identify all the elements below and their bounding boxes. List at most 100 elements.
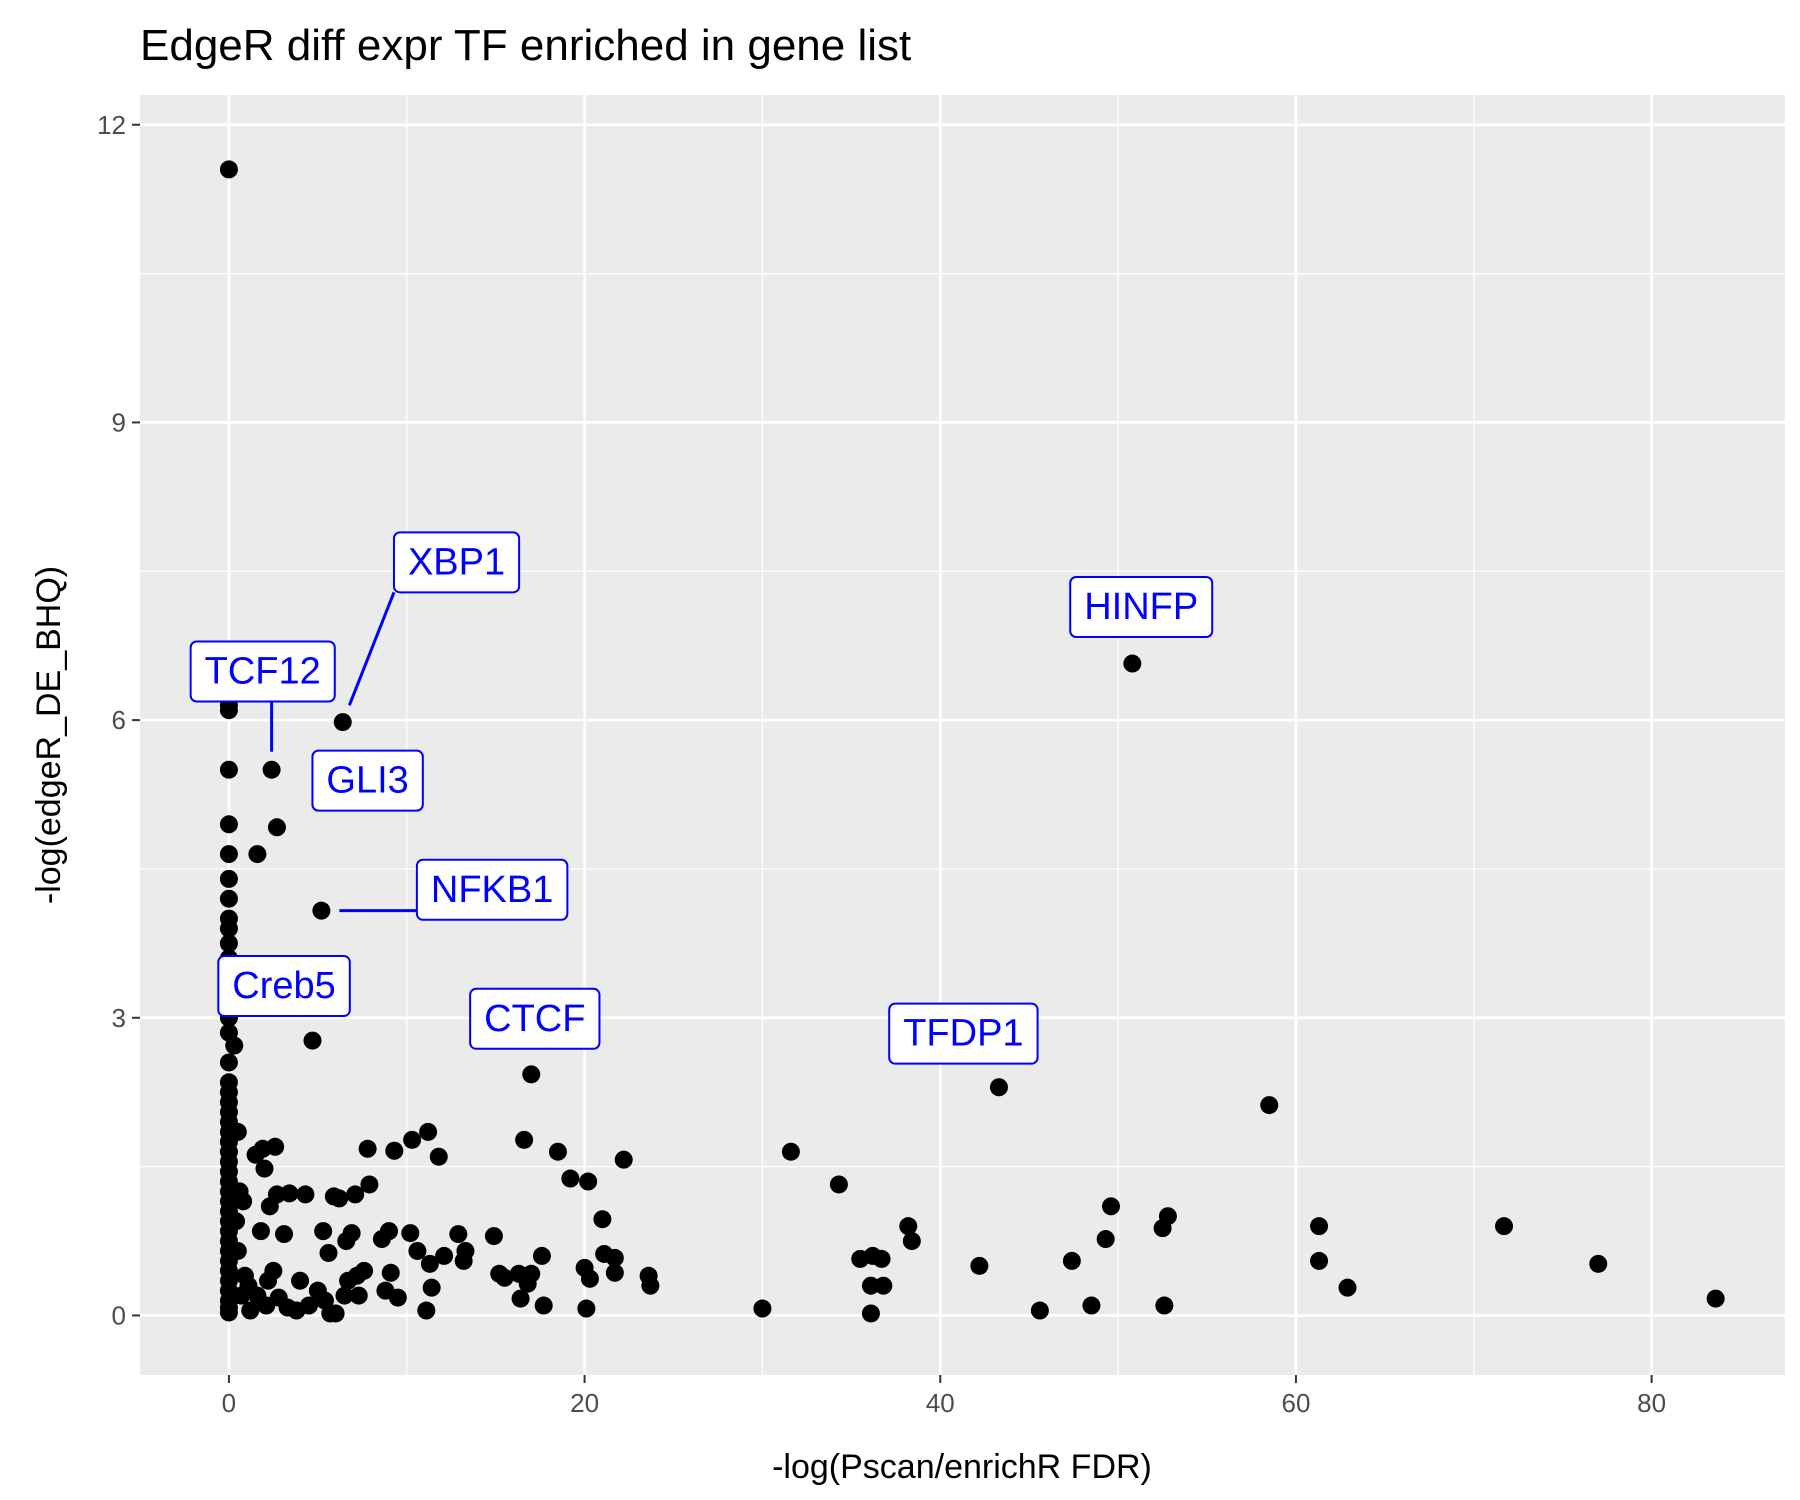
data-point <box>381 1263 400 1282</box>
data-point <box>532 1246 551 1265</box>
data-point <box>360 1175 379 1194</box>
gene-label-text: CTCF <box>484 998 585 1040</box>
x-axis: 0 20 40 60 80 <box>222 1375 1666 1418</box>
data-point <box>579 1172 598 1191</box>
data-point <box>874 1276 893 1295</box>
data-point <box>422 1278 441 1297</box>
data-point <box>248 845 267 864</box>
data-point <box>266 1137 285 1156</box>
data-point <box>449 1225 468 1244</box>
data-point <box>299 1296 318 1315</box>
data-point <box>251 1222 270 1241</box>
data-point <box>861 1276 880 1295</box>
y-axis-title: -log(edgeR_DE_BHQ) <box>30 566 68 904</box>
x-tick-label: 40 <box>926 1388 955 1418</box>
data-point <box>219 815 238 834</box>
data-point <box>534 1296 553 1315</box>
data-point <box>753 1299 772 1318</box>
data-point <box>518 1274 537 1293</box>
data-point <box>346 1185 365 1204</box>
data-point <box>227 1212 246 1231</box>
gene-label-text: Creb5 <box>232 965 336 1007</box>
data-point <box>219 845 238 864</box>
x-tick-label: 0 <box>222 1388 236 1418</box>
data-point <box>296 1185 315 1204</box>
data-point <box>454 1251 473 1270</box>
gene-label-text: TCF12 <box>205 651 321 693</box>
data-point <box>419 1122 438 1141</box>
data-point <box>219 1053 238 1072</box>
y-tick-label: 3 <box>112 1003 126 1033</box>
gene-label: GLI3 <box>311 749 424 812</box>
data-point <box>275 1225 294 1244</box>
data-point <box>241 1301 260 1320</box>
data-point <box>333 713 352 732</box>
data-point <box>1589 1254 1608 1273</box>
data-point <box>1101 1197 1120 1216</box>
data-point <box>605 1248 624 1267</box>
data-point <box>1338 1278 1357 1297</box>
gene-label-text: GLI3 <box>326 760 408 802</box>
data-point <box>255 1159 274 1178</box>
data-point <box>593 1210 612 1229</box>
gene-label-box <box>1069 576 1214 639</box>
data-point <box>408 1241 427 1260</box>
gene-label-text: TFDP1 <box>903 1013 1023 1055</box>
y-tick-label: 12 <box>97 110 126 140</box>
gene-label: XBP1 <box>392 531 521 594</box>
data-point <box>219 869 238 888</box>
data-points <box>219 160 1725 1323</box>
gene-label: NFKB1 <box>415 858 569 921</box>
data-point <box>401 1224 420 1243</box>
chart-title: EdgeR diff expr TF enriched in gene list <box>140 21 911 70</box>
data-point <box>1158 1207 1177 1226</box>
y-tick-label: 0 <box>112 1300 126 1330</box>
data-point <box>262 760 281 779</box>
data-point <box>1082 1296 1101 1315</box>
data-point <box>335 1286 354 1305</box>
data-point <box>522 1065 541 1084</box>
data-point <box>435 1246 454 1265</box>
gene-label: CTCF <box>469 987 601 1050</box>
data-point <box>219 889 238 908</box>
gene-label: Creb5 <box>217 955 351 1018</box>
data-point <box>228 1241 247 1260</box>
panel-background <box>140 95 1785 1375</box>
data-point <box>872 1249 891 1268</box>
data-point <box>248 1286 267 1305</box>
data-point <box>315 1291 334 1310</box>
data-point <box>376 1281 395 1300</box>
data-point <box>267 818 286 837</box>
gene-label-text: XBP1 <box>408 541 505 583</box>
data-point <box>228 1122 247 1141</box>
data-point <box>1310 1251 1329 1270</box>
data-point <box>219 919 238 938</box>
data-point <box>1260 1096 1279 1115</box>
data-point <box>495 1268 514 1287</box>
data-point <box>385 1141 404 1160</box>
data-point <box>580 1269 599 1288</box>
gridlines <box>140 95 1785 1375</box>
data-point <box>219 160 238 179</box>
data-point <box>561 1169 580 1188</box>
y-tick-label: 6 <box>112 705 126 735</box>
label-leader-lines <box>270 591 417 913</box>
data-point <box>326 1304 345 1323</box>
data-point <box>319 1243 338 1262</box>
data-point <box>829 1175 848 1194</box>
gene-label-box <box>415 858 569 921</box>
data-point <box>605 1263 624 1282</box>
gene-label-box <box>217 955 351 1018</box>
data-point <box>429 1147 448 1166</box>
data-point <box>314 1222 333 1241</box>
gene-label-box <box>888 1002 1039 1065</box>
data-point <box>219 760 238 779</box>
data-point <box>1155 1296 1174 1315</box>
y-tick-label: 9 <box>112 407 126 437</box>
data-point <box>259 1271 278 1290</box>
data-point <box>614 1150 633 1169</box>
data-point <box>219 1303 238 1322</box>
gene-label-text: NFKB1 <box>431 869 553 911</box>
